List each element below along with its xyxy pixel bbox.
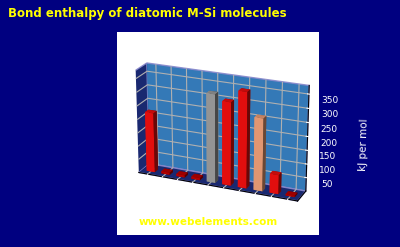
Text: www.webelements.com: www.webelements.com <box>138 217 278 227</box>
Text: Bond enthalpy of diatomic M-Si molecules: Bond enthalpy of diatomic M-Si molecules <box>8 7 287 21</box>
